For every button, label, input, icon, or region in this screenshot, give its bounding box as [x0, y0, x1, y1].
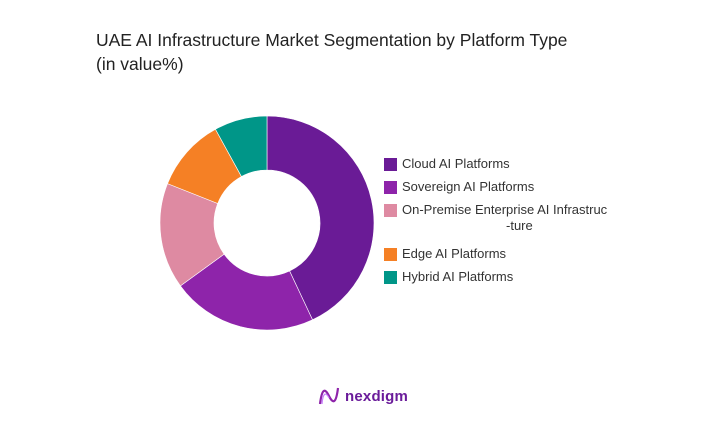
logo-text: nexdigm	[345, 387, 409, 405]
donut-slice-cloud-ai-platforms	[266, 115, 375, 321]
legend: Cloud AI Platforms Sovereign AI Platform…	[384, 156, 607, 292]
legend-label: Cloud AI Platforms	[402, 156, 510, 171]
legend-label: On-Premise Enterprise AI Infrastruc	[402, 202, 608, 217]
legend-item-sovereign: Sovereign AI Platforms	[384, 179, 607, 202]
title-line-1: UAE AI Infrastructure Market Segmentatio…	[96, 30, 568, 50]
donut-slice-sovereign-ai-platforms	[180, 253, 313, 331]
legend-label: Edge AI Platforms	[402, 246, 507, 261]
title-line-2: (in value%)	[96, 54, 184, 74]
legend-swatch	[384, 158, 397, 171]
legend-label-wrap: -ture	[506, 218, 533, 233]
nexdigm-logo: nexdigm	[318, 386, 408, 406]
legend-label: Hybrid AI Platforms	[402, 269, 514, 284]
legend-item-edge: Edge AI Platforms	[384, 246, 607, 269]
nexdigm-logo-icon	[318, 387, 340, 405]
legend-swatch	[384, 204, 397, 217]
chart-title: UAE AI Infrastructure Market Segmentatio…	[96, 28, 567, 76]
donut-slice-hybrid-ai-platforms	[215, 115, 268, 177]
legend-swatch	[384, 181, 397, 194]
legend-swatch	[384, 248, 397, 261]
legend-item-on-premise: On-Premise Enterprise AI Infrastruc -ture	[384, 202, 607, 246]
legend-item-hybrid: Hybrid AI Platforms	[384, 269, 607, 292]
legend-item-cloud: Cloud AI Platforms	[384, 156, 607, 179]
legend-label: Sovereign AI Platforms	[402, 179, 535, 194]
legend-swatch	[384, 271, 397, 284]
